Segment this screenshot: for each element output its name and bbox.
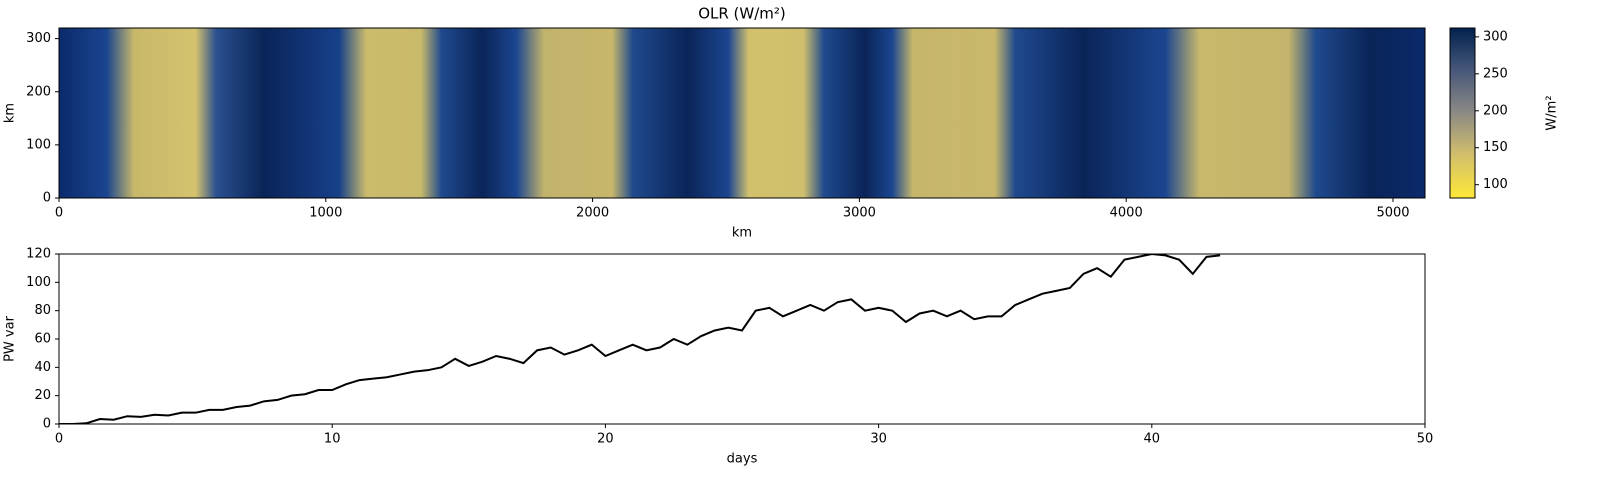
y-axis-label: PW var: [3, 315, 18, 361]
x-axis-label: days: [727, 452, 758, 467]
colorbar-tick-label: 250: [1483, 66, 1508, 81]
x-tick-label: 10: [324, 432, 341, 447]
line-series: [59, 254, 1221, 424]
x-tick-label: 0: [55, 206, 63, 221]
x-tick-label: 50: [1417, 432, 1434, 447]
x-tick-label: 5000: [1376, 206, 1409, 221]
y-tick-label: 20: [34, 388, 51, 403]
olr-field: [59, 28, 1425, 198]
x-tick-label: 3000: [843, 206, 876, 221]
chart-title: OLR (W/m²): [698, 5, 786, 23]
y-tick-label: 40: [34, 360, 51, 375]
x-tick-label: 40: [1144, 432, 1161, 447]
y-tick-label: 120: [26, 247, 51, 262]
x-tick-label: 1000: [309, 206, 342, 221]
colorbar-tick-label: 300: [1483, 29, 1508, 44]
y-tick-label: 80: [34, 303, 51, 318]
axes-frame: [58, 253, 1426, 425]
x-tick-label: 0: [55, 432, 63, 447]
colorbar: [1449, 27, 1476, 199]
y-tick-label: 60: [34, 332, 51, 347]
y-tick-label: 0: [43, 417, 51, 432]
x-tick-label: 30: [870, 432, 887, 447]
axes-frame: [58, 27, 1426, 199]
x-axis-label: km: [732, 226, 752, 241]
y-tick-label: 100: [26, 275, 51, 290]
y-tick-label: 0: [43, 191, 51, 206]
y-tick-label: 100: [26, 137, 51, 152]
y-axis-label: km: [3, 103, 18, 123]
colorbar-tick-label: 100: [1483, 177, 1508, 192]
colorbar-tick-label: 200: [1483, 103, 1508, 118]
colorbar-tick-label: 150: [1483, 140, 1508, 155]
y-tick-label: 300: [26, 31, 51, 46]
y-tick-label: 200: [26, 84, 51, 99]
x-tick-label: 4000: [1110, 206, 1143, 221]
x-tick-label: 20: [597, 432, 614, 447]
colorbar-label: W/m²: [1545, 95, 1560, 130]
x-tick-label: 2000: [576, 206, 609, 221]
